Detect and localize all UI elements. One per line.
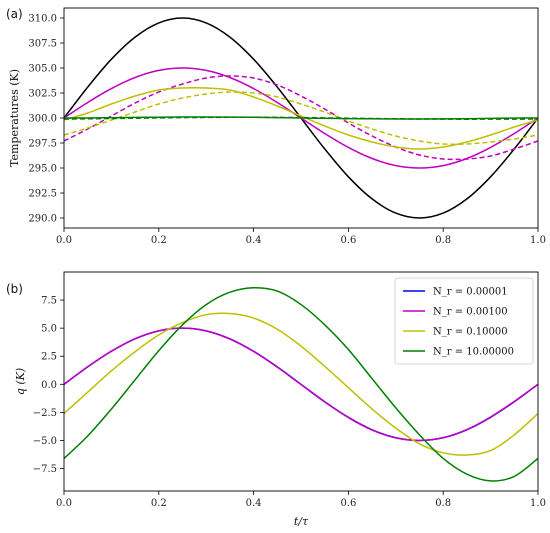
x-tick-label: 0.2 bbox=[151, 235, 167, 246]
x-tick-label: 0.8 bbox=[435, 235, 451, 246]
y-tick-label: 300.0 bbox=[28, 114, 57, 125]
x-tick-label: 0.6 bbox=[340, 235, 356, 246]
x-tick-label: 1.0 bbox=[530, 498, 546, 509]
series-line-3 bbox=[64, 75, 538, 161]
series-line-2 bbox=[64, 327, 538, 442]
series-line-3 bbox=[64, 312, 538, 456]
y-tick-label: 305.0 bbox=[28, 64, 57, 75]
legend-label: N_r = 0.00100 bbox=[433, 307, 508, 318]
y-tick-label: 302.5 bbox=[28, 89, 57, 100]
series-line-4 bbox=[64, 286, 538, 482]
x-tick-label: 0.4 bbox=[246, 498, 262, 509]
series-group bbox=[64, 17, 538, 219]
panel-a-temperatures: 0.0 0.2 0.4 0.6 0.8 1.0 290.0 292.5 295.0 297.5 30… bbox=[6, 7, 546, 246]
x-tick-label: 0.6 bbox=[340, 498, 356, 509]
y-tick-label: 292.5 bbox=[28, 189, 57, 200]
series-line-5 bbox=[64, 91, 538, 146]
legend-label: N_r = 10.00000 bbox=[433, 347, 514, 358]
y-axis-title: Temperatures (K) bbox=[8, 69, 21, 167]
legend-label: N_r = 0.10000 bbox=[433, 327, 508, 338]
legend-box bbox=[394, 277, 534, 365]
y-tick-label: 297.5 bbox=[28, 139, 57, 150]
x-tick-label: 0.8 bbox=[435, 498, 451, 509]
x-tick-label: 0.0 bbox=[56, 498, 72, 509]
y-tick-label: 307.5 bbox=[28, 39, 57, 50]
series-line-7 bbox=[64, 116, 538, 120]
panel-b-q: 0.0 0.2 0.4 0.6 0.8 1.0 −7.5 −5.0 −2.5 0.0 2.5 5.0 7… bbox=[6, 271, 546, 528]
y-tick-label: −5.0 bbox=[33, 436, 57, 447]
y-tick-label: 2.5 bbox=[41, 352, 57, 363]
y-tick-label: 295.0 bbox=[28, 164, 57, 175]
x-tick-label: 1.0 bbox=[530, 235, 546, 246]
y-tick-label: 0.0 bbox=[41, 380, 57, 391]
panel-label: (b) bbox=[6, 282, 23, 296]
y-tick-label: −7.5 bbox=[33, 464, 57, 475]
x-tick-label: 0.4 bbox=[246, 235, 262, 246]
x-tick-label: 0.2 bbox=[151, 498, 167, 509]
y-tick-label: 290.0 bbox=[28, 214, 57, 225]
series-group bbox=[64, 286, 538, 482]
x-tick-label: 0.0 bbox=[56, 235, 72, 246]
y-tick-label: −2.5 bbox=[33, 408, 57, 419]
plot-frame bbox=[63, 271, 539, 492]
y-tick-label: 7.5 bbox=[41, 296, 57, 307]
legend: N_r = 0.00001 N_r = 0.00100 N_r = 0.10000 N… bbox=[394, 277, 534, 365]
panel-label: (a) bbox=[6, 7, 23, 21]
x-axis-title: t/τ bbox=[294, 515, 309, 528]
y-tick-label: 5.0 bbox=[41, 324, 57, 335]
y-axis-title: q (K) bbox=[14, 368, 27, 395]
y-tick-label: 310.0 bbox=[28, 14, 57, 25]
legend-label: N_r = 0.00001 bbox=[433, 287, 508, 298]
